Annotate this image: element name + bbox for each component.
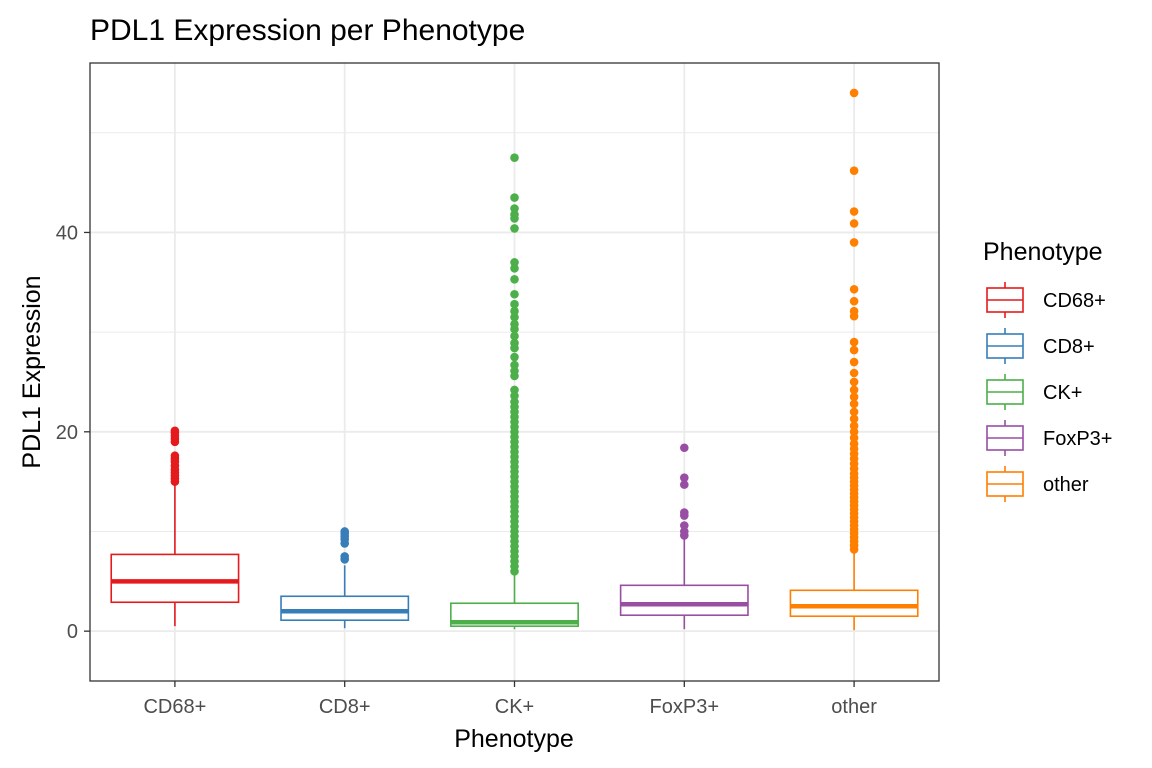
outlier-point <box>680 473 689 482</box>
outlier-point <box>849 392 859 402</box>
outlier-point <box>849 427 859 437</box>
outlier-point <box>170 451 180 461</box>
x-tick-label: CD68+ <box>143 696 206 718</box>
outlier-point <box>510 193 519 202</box>
outlier-point <box>849 284 859 294</box>
outlier-point <box>680 480 689 489</box>
box-group-CD68+ <box>110 426 240 627</box>
y-tick-label: 40 <box>56 222 78 244</box>
x-tick-label: CK+ <box>495 696 534 718</box>
outlier-point <box>849 306 859 316</box>
box-iqr <box>619 584 749 617</box>
outlier-point <box>849 296 859 306</box>
legend-label: CD8+ <box>1043 336 1095 358</box>
outlier-point <box>680 508 689 517</box>
outlier-point <box>510 385 519 395</box>
outlier-point <box>510 224 519 233</box>
outlier-point <box>510 264 519 273</box>
legend-title: Phenotype <box>983 238 1103 266</box>
outlier-point <box>849 399 859 409</box>
box-iqr <box>280 595 410 621</box>
outlier-point <box>340 527 350 536</box>
outlier-point <box>510 366 519 376</box>
outlier-point <box>849 345 859 355</box>
x-tick-label: FoxP3+ <box>650 696 719 718</box>
outlier-point <box>849 414 859 424</box>
outlier-point <box>510 275 519 284</box>
box-group-FoxP3+ <box>619 443 749 630</box>
outlier-point <box>510 352 519 362</box>
outlier-point <box>510 258 519 267</box>
outlier-point <box>170 426 180 436</box>
legend-label: CK+ <box>1043 382 1082 404</box>
outlier-point <box>510 360 519 370</box>
outlier-point <box>510 331 519 341</box>
outlier-point <box>510 204 519 213</box>
legend-item-FoxP3+: FoxP3+ <box>986 420 1112 456</box>
box-group-CD8+ <box>280 527 410 629</box>
outlier-point <box>849 166 859 175</box>
y-tick-label: 20 <box>56 422 78 444</box>
outlier-point <box>849 368 859 378</box>
box-group-CK+ <box>450 153 579 630</box>
outlier-point <box>510 391 519 401</box>
legend-item-CK+: CK+ <box>986 374 1082 410</box>
legend-items: CD68+ CD8+ CK+ FoxP3+ other <box>986 282 1112 502</box>
outlier-point <box>510 397 519 407</box>
outlier-point <box>680 521 689 530</box>
outlier-point <box>510 299 519 309</box>
legend-label: other <box>1043 474 1089 496</box>
legend-label: FoxP3+ <box>1043 428 1112 450</box>
boxes <box>110 88 919 631</box>
box-group-other <box>789 88 919 631</box>
outlier-point <box>849 421 859 431</box>
outlier-point <box>849 207 859 216</box>
outlier-point <box>849 337 859 347</box>
outlier-point <box>510 153 519 162</box>
outlier-point <box>510 289 519 299</box>
legend-item-other: other <box>986 466 1089 502</box>
outlier-point <box>680 443 689 453</box>
outlier-point <box>849 357 859 367</box>
outlier-point <box>680 527 689 536</box>
x-axis-title: Phenotype <box>454 725 574 753</box>
y-tick-label: 0 <box>67 621 78 643</box>
box-iqr <box>110 553 240 604</box>
outlier-point <box>510 319 519 329</box>
outlier-point <box>849 385 859 395</box>
y-axis-title: PDL1 Expression <box>18 275 46 468</box>
axes: 0 20 40 CD68+ CD8+ CK+ FoxP3+ other <box>56 222 877 718</box>
outlier-point <box>510 306 519 316</box>
box-iqr <box>789 589 919 618</box>
chart-title: PDL1 Expression per Phenotype <box>90 14 525 47</box>
outlier-point <box>849 219 859 228</box>
legend-item-CD8+: CD8+ <box>986 328 1095 364</box>
legend-item-CD68+: CD68+ <box>986 282 1106 318</box>
outlier-point <box>849 433 859 443</box>
outlier-point <box>510 338 519 348</box>
outlier-point <box>510 210 519 219</box>
outlier-point <box>510 312 519 322</box>
x-tick-label: CD8+ <box>319 696 371 718</box>
outlier-point <box>340 552 350 561</box>
legend-label: CD68+ <box>1043 290 1106 312</box>
outlier-point <box>849 238 859 247</box>
x-tick-label: other <box>831 696 877 718</box>
outlier-point <box>849 407 859 417</box>
legend: Phenotype CD68+ CD8+ CK+ FoxP3+ other <box>983 238 1112 502</box>
outlier-point <box>849 377 859 387</box>
outlier-point <box>849 88 859 98</box>
outlier-point <box>849 439 859 449</box>
